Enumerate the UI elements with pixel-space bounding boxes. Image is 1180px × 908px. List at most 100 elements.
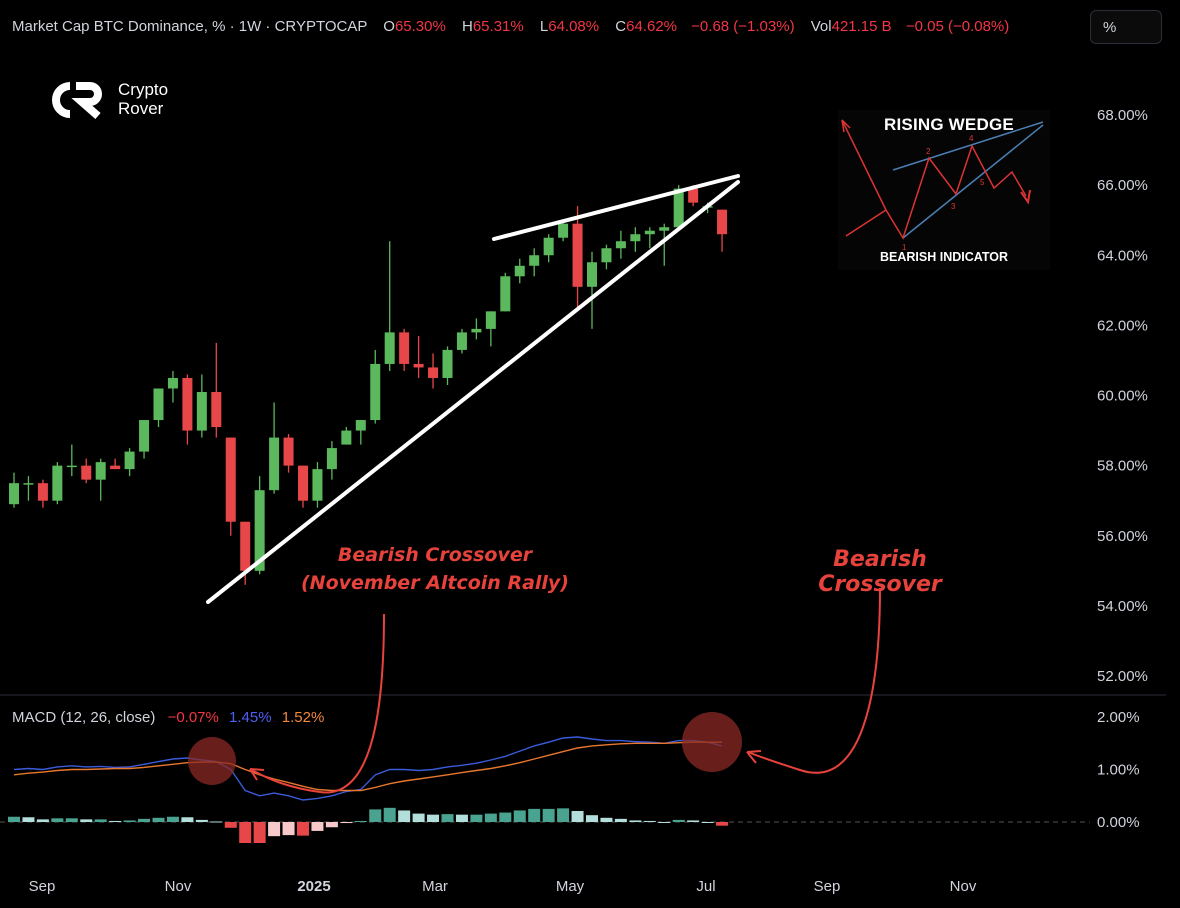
candle-body <box>601 248 612 263</box>
macd-label[interactable]: MACD (12, 26, close) <box>12 709 156 726</box>
histogram-bar <box>441 814 454 822</box>
macd-axis: 2.00% 1.00% 0.00% <box>1097 709 1140 831</box>
candle-body <box>341 430 352 445</box>
histogram-bar <box>297 822 309 836</box>
candle-body <box>153 388 164 421</box>
annotation-right: Bearish Crossover <box>818 547 942 597</box>
histogram-bar <box>253 822 266 843</box>
candle-body <box>572 223 583 287</box>
time-tick-label: Sep <box>29 878 56 895</box>
candle-body <box>110 465 121 470</box>
histogram-bar <box>109 820 122 822</box>
candle-body <box>211 391 222 428</box>
histogram-bar <box>716 822 729 826</box>
histogram-bar <box>94 819 107 822</box>
rising-wedge-inset: 1 2 3 4 5 <box>838 110 1050 270</box>
price-tick-label: 52.00% <box>1097 668 1148 685</box>
annotation-arrow-left <box>251 613 385 794</box>
crypto-rover-logo-icon <box>52 82 102 120</box>
macd-header: MACD (12, 26, close) −0.07% 1.45% 1.52% <box>12 709 324 726</box>
candle-body <box>355 420 366 431</box>
histogram-bar <box>383 807 396 822</box>
candle-body <box>630 234 641 242</box>
histogram-bar <box>181 817 194 822</box>
wedge-point-5: 5 <box>980 178 985 187</box>
candle-body <box>673 188 684 228</box>
wedge-title: RISING WEDGE <box>884 115 1014 134</box>
histogram-bar <box>51 818 64 822</box>
time-tick-label: May <box>556 878 585 895</box>
candle-body <box>471 328 482 333</box>
open-label: O <box>383 18 395 35</box>
wedge-resistance-line <box>492 174 740 241</box>
histogram-bar <box>470 814 483 822</box>
wedge-support-line <box>206 180 740 604</box>
time-tick-label: Jul <box>696 878 715 895</box>
high-value: 65.31% <box>472 18 524 35</box>
candle-body <box>688 188 699 203</box>
low-label: L <box>539 18 549 35</box>
candle-body <box>225 437 236 522</box>
histogram-bar <box>687 820 700 822</box>
time-tick-label: 2025 <box>297 878 330 895</box>
candle-body <box>283 437 294 466</box>
symbol-name[interactable]: Market Cap BTC Dominance, % · 1W · CRYPT… <box>12 18 368 35</box>
histogram-bar <box>369 809 382 822</box>
close-value: 64.62% <box>626 18 677 35</box>
open-value: 65.30% <box>394 18 446 35</box>
histogram-bar <box>643 820 656 822</box>
histogram-bar <box>528 808 541 822</box>
symbol-header: Market Cap BTC Dominance, % · 1W · CRYPT… <box>12 18 1009 35</box>
candle-body <box>456 332 467 350</box>
candle-body <box>254 490 265 571</box>
macd-tick-label: 0.00% <box>1097 814 1140 831</box>
candle-body <box>9 483 19 505</box>
signal-line <box>13 741 722 792</box>
annotation-left: Bearish Crossover (November Altcoin Rall… <box>300 541 570 597</box>
candle-body <box>66 465 77 468</box>
candle-body <box>543 237 554 256</box>
time-tick-label: Sep <box>814 878 841 895</box>
histogram-bar <box>701 822 714 823</box>
histogram-bar <box>629 820 642 822</box>
annotation-left-line2: (November Altcoin Rally) <box>301 572 569 594</box>
price-tick-label: 56.00% <box>1097 528 1148 545</box>
histogram-bar <box>571 810 584 822</box>
macd-histogram <box>8 807 729 843</box>
crossover-circle-right <box>682 712 742 772</box>
candle-body <box>81 465 92 480</box>
percent-scale-button[interactable]: % <box>1090 10 1162 44</box>
histogram-bar <box>22 817 35 822</box>
histogram-bar <box>513 810 526 822</box>
candle-body <box>240 521 251 571</box>
crossover-circle-left <box>188 737 236 785</box>
high-label: H <box>462 18 473 35</box>
volume-label: Vol <box>810 18 832 35</box>
annotation-arrow-right <box>747 587 881 774</box>
histogram-bar <box>138 818 151 822</box>
histogram-bar <box>542 808 555 822</box>
histogram-bar <box>499 812 512 822</box>
brand-name: Crypto Rover <box>118 80 168 118</box>
macd-tick-label: 2.00% <box>1097 709 1140 726</box>
histogram-bar <box>398 810 411 822</box>
candle-body <box>196 391 207 431</box>
histogram-bar <box>166 816 179 822</box>
low-value: 64.08% <box>548 18 600 35</box>
brand-line1: Crypto <box>118 80 169 99</box>
histogram-bar <box>36 819 49 822</box>
candle-body <box>95 462 106 480</box>
candle-body <box>644 230 655 235</box>
volume-value: 421.15 B <box>831 18 892 35</box>
candle-body <box>182 377 193 431</box>
histogram-bar <box>354 820 367 822</box>
candle-body <box>269 437 280 491</box>
histogram-bar <box>658 822 671 823</box>
histogram-bar <box>484 813 497 822</box>
candle-body <box>413 363 424 368</box>
price-change: −0.68 (−1.03%) <box>691 18 795 35</box>
histogram-bar <box>224 822 237 828</box>
candle-body <box>139 420 150 452</box>
candle-body <box>52 465 63 501</box>
time-tick-label: Mar <box>422 878 448 895</box>
